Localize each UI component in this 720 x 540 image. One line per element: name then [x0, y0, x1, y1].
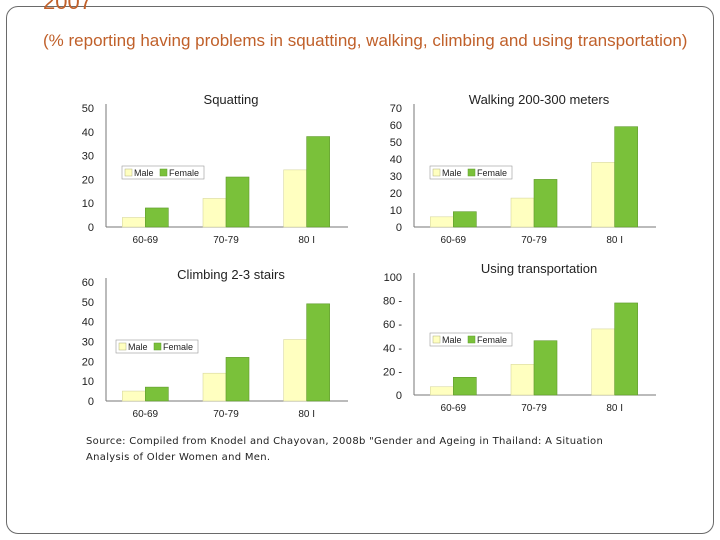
- y-tick-label: 100: [384, 272, 402, 284]
- legend-swatch-female: [467, 335, 476, 344]
- bar-female-70-79: [533, 179, 558, 228]
- x-tick-label: 70-79: [213, 409, 239, 420]
- legend-label-male: Male: [134, 168, 154, 178]
- chart-title: Walking 200-300 meters: [469, 92, 610, 107]
- source-note: Source: Compiled from Knodel and Chayova…: [86, 436, 604, 463]
- bar-female-80+: [306, 136, 330, 228]
- y-tick-label: 10: [82, 376, 94, 388]
- x-tick-label: 60-69: [441, 235, 467, 246]
- x-tick-label: 60-69: [133, 235, 159, 246]
- bar-female-80+: [614, 126, 638, 228]
- legend-swatch-male: [432, 335, 441, 344]
- legend-label-female: Female: [477, 168, 507, 178]
- legend-swatch-male: [124, 168, 133, 177]
- y-tick-label: 10: [390, 205, 402, 217]
- bar-female-60-69: [453, 377, 477, 396]
- chart-walking: Walking 200-300 meters 0 10 20 30 40 50 60 70 60-…: [372, 90, 662, 250]
- bar-female-80+: [614, 302, 638, 396]
- bar-male-70-79: [202, 198, 227, 228]
- bar-male-60-69: [122, 217, 146, 228]
- y-tick-label: 0: [88, 396, 94, 408]
- y-tick-label: 60: [82, 277, 94, 289]
- chart-squatting: Squatting 0 10 20 30 40 50 60-69 70-79 80 I Male Fe…: [64, 90, 354, 250]
- chart-legend: Male Female: [121, 165, 205, 180]
- y-tick-label: 60 -: [383, 319, 402, 331]
- bar-male-70-79: [202, 372, 227, 402]
- bar-male-70-79: [510, 364, 535, 396]
- bar-female-70-79: [225, 176, 250, 228]
- y-tick-label: 20: [82, 174, 94, 186]
- bar-female-70-79: [533, 340, 558, 396]
- y-tick-label: 30: [82, 337, 94, 349]
- x-tick-label: 70-79: [521, 403, 547, 414]
- y-tick-label: 70: [390, 103, 402, 115]
- x-tick-label: 80 I: [606, 235, 623, 246]
- legend-swatch-female: [467, 168, 476, 177]
- bar-female-80+: [306, 303, 330, 402]
- bar-female-60-69: [145, 207, 169, 228]
- legend-label-male: Male: [442, 335, 462, 345]
- bar-male-60-69: [430, 216, 454, 228]
- y-tick-label: 40: [390, 154, 402, 166]
- y-tick-label: 50: [390, 137, 402, 149]
- x-tick-label: 70-79: [213, 235, 239, 246]
- bar-female-60-69: [145, 386, 169, 402]
- y-tick-label: 50: [82, 103, 94, 115]
- legend-swatch-male: [118, 342, 127, 351]
- bar-male-60-69: [122, 390, 146, 402]
- bar-male-70-79: [510, 197, 535, 228]
- bar-male-80+: [283, 169, 307, 228]
- y-tick-label: 10: [82, 198, 94, 210]
- chart-legend: Male Female: [429, 165, 513, 180]
- chart-legend: Male Female: [429, 332, 513, 347]
- slide-title: 2007: [43, 0, 92, 14]
- legend-swatch-male: [432, 168, 441, 177]
- y-tick-label: 0: [396, 222, 402, 234]
- legend-label-male: Male: [442, 168, 462, 178]
- y-tick-label: 20: [82, 356, 94, 368]
- x-tick-label: 60-69: [133, 409, 159, 420]
- chart-transportation: Using transportation 0 20 - 40 - 60 - 80 - 100…: [372, 262, 662, 422]
- bar-female-60-69: [453, 211, 477, 228]
- x-tick-label: 80 I: [298, 235, 315, 246]
- chart-svg: Climbing 2-3 stairs 0 10 20 30 40 50 60 60-69 70-…: [82, 267, 348, 420]
- chart-title: Climbing 2-3 stairs: [177, 267, 285, 282]
- y-tick-label: 80 -: [383, 296, 402, 308]
- y-tick-label: 40: [82, 317, 94, 329]
- legend-swatch-female: [159, 168, 168, 177]
- x-tick-label: 80 I: [606, 403, 623, 414]
- chart-legend: Male Female: [115, 339, 199, 354]
- x-tick-label: 60-69: [441, 403, 467, 414]
- y-tick-label: 50: [82, 297, 94, 309]
- legend-label-male: Male: [128, 342, 148, 352]
- bar-male-80+: [283, 339, 307, 402]
- chart-title: Using transportation: [481, 262, 597, 276]
- bar-male-80+: [591, 328, 615, 396]
- chart-climbing: Climbing 2-3 stairs 0 10 20 30 40 50 60 60-69 70-…: [64, 262, 354, 430]
- chart-title: Squatting: [204, 92, 259, 107]
- legend-label-female: Female: [477, 335, 507, 345]
- y-tick-label: 20: [390, 188, 402, 200]
- y-tick-label: 60: [390, 120, 402, 132]
- x-tick-label: 70-79: [521, 235, 547, 246]
- legend-swatch-female: [153, 342, 162, 351]
- chart-svg: Walking 200-300 meters 0 10 20 30 40 50 60 70 60-…: [390, 92, 656, 246]
- legend-label-female: Female: [163, 342, 193, 352]
- x-tick-label: 80 I: [298, 409, 315, 420]
- y-tick-label: 0: [396, 390, 402, 402]
- y-tick-label: 30: [82, 151, 94, 163]
- y-tick-label: 30: [390, 171, 402, 183]
- slide-subtitle: (% reporting having problems in squattin…: [43, 31, 688, 50]
- y-tick-label: 20 -: [383, 366, 402, 378]
- chart-svg: Using transportation 0 20 - 40 - 60 - 80 - 100…: [383, 262, 656, 414]
- bar-female-70-79: [225, 357, 250, 402]
- chart-svg: Squatting 0 10 20 30 40 50 60-69 70-79 80 I Male Fe…: [82, 92, 348, 246]
- bar-male-80+: [591, 162, 615, 228]
- legend-label-female: Female: [169, 168, 199, 178]
- bar-male-60-69: [430, 386, 454, 396]
- y-tick-label: 40: [82, 127, 94, 139]
- y-tick-label: 0: [88, 222, 94, 234]
- y-tick-label: 40 -: [383, 343, 402, 355]
